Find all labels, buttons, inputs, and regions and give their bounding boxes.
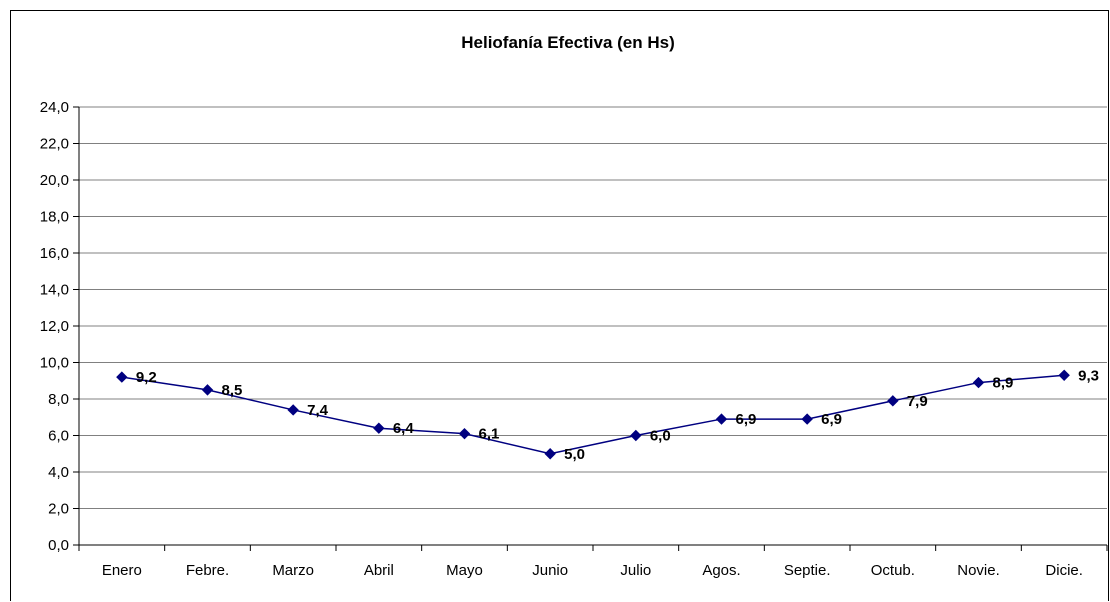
data-label: 7,9: [907, 393, 928, 410]
y-axis-tick-labels: 0,0 2,0 4,0 6,0 8,0 10,0 12,0 14,0 16,0 18,0 20,0 2…: [40, 99, 69, 554]
y-tick-label: 20,0: [40, 172, 69, 189]
data-label: 8,5: [222, 382, 243, 399]
data-label: 6,9: [736, 411, 757, 428]
data-point-marker: [972, 376, 985, 389]
chart-frame: [10, 10, 1109, 601]
y-tick-label: 10,0: [40, 355, 69, 372]
y-tick-label: 24,0: [40, 99, 69, 116]
x-tick-label: Julio: [620, 562, 651, 579]
x-tick-label: Novie.: [957, 562, 1000, 579]
x-tick-label: Octub.: [871, 562, 915, 579]
data-point-marker: [1058, 369, 1070, 381]
data-point-marker: [458, 427, 471, 440]
y-tick-label: 22,0: [40, 136, 69, 153]
series-line: [121, 374, 1065, 455]
y-tick-label: 18,0: [40, 209, 69, 226]
data-point-marker: [630, 429, 642, 442]
data-label: 8,9: [993, 375, 1014, 392]
data-point-marker: [373, 422, 385, 434]
data-labels: 9,2 8,5 7,4 6,4 6,1 5,0 6,0 6,9 6,9 7,9 8,9 9,3: [136, 367, 1099, 462]
y-tick-label: 12,0: [40, 318, 69, 335]
data-label: 5,0: [564, 446, 585, 463]
series-layer: [116, 369, 1070, 460]
data-label: 7,4: [307, 402, 329, 419]
x-tick-label: Enero: [102, 562, 142, 579]
x-tick-label: Abril: [364, 562, 394, 579]
y-tick-label: 2,0: [48, 501, 69, 518]
y-tick-label: 0,0: [48, 537, 69, 554]
data-label: 6,9: [821, 411, 842, 428]
x-axis-tick-labels: Enero Febre. Marzo Abril Mayo Junio Julio Agos.…: [102, 562, 1083, 579]
data-point-marker: [287, 404, 299, 416]
data-label: 6,0: [650, 428, 671, 445]
data-label: 9,3: [1078, 367, 1099, 384]
x-tick-label: Junio: [532, 562, 568, 579]
y-tick-label: 16,0: [40, 245, 69, 262]
x-tick-label: Dicie.: [1045, 562, 1083, 579]
gridlines: [79, 106, 1107, 509]
data-point-marker: [116, 371, 128, 383]
x-tick-label: Agos.: [702, 562, 740, 579]
y-tick-label: 4,0: [48, 464, 69, 481]
data-point-marker: [201, 384, 214, 396]
y-tick-label: 6,0: [48, 428, 69, 445]
data-label: 9,2: [136, 369, 157, 386]
data-point-marker: [801, 413, 813, 425]
x-tick-label: Mayo: [446, 562, 483, 579]
data-point-marker: [544, 448, 556, 460]
axes: [73, 106, 1108, 551]
x-tick-label: Marzo: [272, 562, 314, 579]
y-tick-label: 14,0: [40, 282, 69, 299]
data-point-marker: [887, 395, 899, 407]
data-label: 6,4: [393, 420, 415, 437]
y-tick-label: 8,0: [48, 391, 69, 408]
x-tick-label: Febre.: [186, 562, 229, 579]
data-point-marker: [715, 413, 728, 425]
chart-title: Heliofanía Efectiva (en Hs): [461, 33, 675, 52]
data-label: 6,1: [479, 426, 500, 443]
x-tick-label: Septie.: [784, 562, 831, 579]
